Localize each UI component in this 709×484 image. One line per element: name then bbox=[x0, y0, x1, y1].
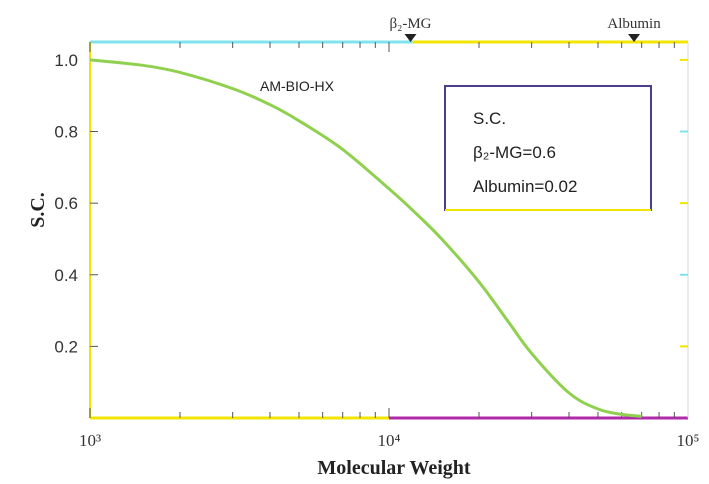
x-axis-title: Molecular Weight bbox=[317, 457, 470, 479]
annotation-box-frame bbox=[444, 85, 652, 211]
y-tick-label: 1.0 bbox=[54, 51, 78, 70]
x-tick-label: 10³ bbox=[79, 431, 101, 450]
marker-triangle bbox=[404, 34, 417, 42]
y-axis-title: S.C. bbox=[27, 192, 49, 228]
tick-marks bbox=[89, 42, 688, 418]
marker-label: β₂-MG bbox=[389, 16, 431, 32]
marker-label: Albumin bbox=[607, 16, 661, 32]
annotation-box: S.C. β₂-MG=0.6 Albumin=0.02 bbox=[444, 85, 652, 211]
annotation-line-3: Albumin=0.02 bbox=[473, 177, 577, 196]
y-tick-labels: 0.2 0.4 0.6 0.8 1.0 bbox=[54, 51, 78, 356]
y-tick-label: 0.2 bbox=[54, 337, 78, 356]
x-tick-labels: 10³ 10⁴ 10⁵ bbox=[79, 431, 700, 450]
marker-triangle bbox=[628, 34, 641, 42]
x-tick-label: 10⁴ bbox=[378, 431, 401, 450]
axis-markers: β₂-MG Albumin bbox=[389, 16, 661, 42]
series-label: AM-BIO-HX bbox=[260, 78, 335, 94]
y-tick-label: 0.8 bbox=[54, 123, 78, 142]
x-tick-label: 10⁵ bbox=[677, 431, 700, 450]
annotation-line-2: β₂-MG=0.6 bbox=[473, 143, 556, 162]
annotation-line-1: S.C. bbox=[473, 109, 506, 128]
y-tick-label: 0.6 bbox=[54, 194, 78, 213]
y-tick-label: 0.4 bbox=[54, 266, 78, 285]
series-line-am-bio-hx bbox=[89, 58, 642, 418]
